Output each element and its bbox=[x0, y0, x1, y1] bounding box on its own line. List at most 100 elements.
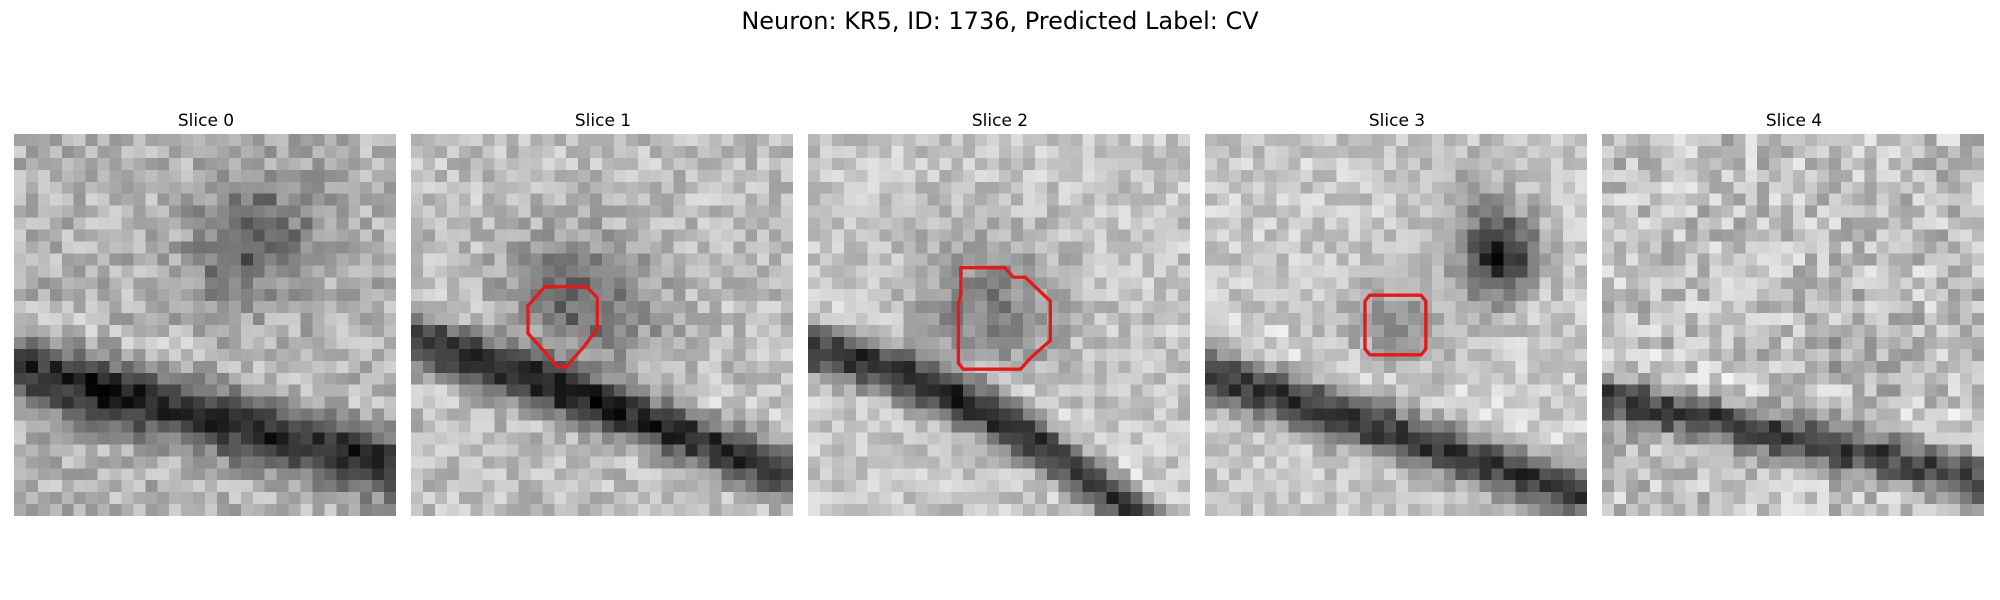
pixel bbox=[1372, 181, 1385, 194]
pixel bbox=[963, 456, 976, 469]
pixel bbox=[1515, 301, 1528, 314]
pixel bbox=[276, 432, 289, 445]
pixel bbox=[1539, 372, 1552, 385]
pixel bbox=[903, 420, 916, 433]
pixel bbox=[999, 420, 1012, 433]
pixel bbox=[1828, 241, 1841, 254]
pixel bbox=[1793, 193, 1806, 206]
pixel bbox=[446, 480, 459, 493]
pixel bbox=[25, 157, 39, 171]
pixel bbox=[1312, 372, 1325, 385]
pixel bbox=[1431, 396, 1444, 409]
pixel bbox=[1515, 241, 1528, 254]
pixel bbox=[384, 253, 396, 266]
pixel bbox=[1431, 408, 1444, 421]
pixel bbox=[1876, 277, 1889, 290]
pixel bbox=[975, 181, 988, 194]
pixel bbox=[685, 253, 698, 266]
pixel bbox=[1046, 444, 1059, 457]
pixel bbox=[1348, 241, 1361, 254]
pixel bbox=[1602, 396, 1615, 409]
pixel bbox=[336, 145, 349, 159]
pixel bbox=[578, 145, 591, 159]
slice-title: Slice 2 bbox=[971, 111, 1029, 131]
pixel bbox=[494, 193, 507, 206]
pixel bbox=[602, 289, 615, 302]
pixel bbox=[169, 504, 182, 516]
pixel bbox=[1936, 396, 1949, 409]
pixel bbox=[999, 157, 1012, 171]
pixel bbox=[1781, 157, 1794, 171]
pixel bbox=[1515, 348, 1528, 362]
pixel bbox=[85, 444, 98, 457]
pixel bbox=[649, 348, 662, 362]
pixel bbox=[1276, 169, 1289, 182]
pixel bbox=[927, 265, 940, 278]
pixel bbox=[1912, 372, 1925, 385]
pixel bbox=[1384, 229, 1397, 242]
pixel bbox=[673, 181, 686, 194]
pixel bbox=[867, 468, 880, 481]
pixel bbox=[85, 193, 98, 206]
pixel bbox=[109, 253, 122, 266]
pixel bbox=[1793, 134, 1806, 147]
pixel bbox=[97, 336, 110, 350]
pixel bbox=[1178, 265, 1190, 278]
pixel bbox=[831, 241, 845, 254]
pixel bbox=[1240, 217, 1253, 230]
pixel bbox=[252, 396, 265, 409]
pixel bbox=[963, 193, 976, 206]
pixel bbox=[1348, 169, 1361, 182]
pixel bbox=[613, 444, 627, 457]
pixel bbox=[348, 408, 361, 421]
pixel bbox=[709, 157, 722, 171]
pixel bbox=[109, 193, 122, 206]
pixel bbox=[1563, 492, 1576, 505]
pixel bbox=[745, 492, 758, 505]
pixel bbox=[422, 277, 436, 290]
pixel bbox=[193, 492, 206, 505]
pixel bbox=[133, 360, 146, 373]
pixel bbox=[216, 504, 230, 516]
pixel bbox=[336, 432, 349, 445]
pixel bbox=[975, 217, 988, 230]
pixel bbox=[14, 420, 27, 433]
pixel bbox=[963, 181, 976, 194]
pixel bbox=[891, 301, 904, 314]
pixel bbox=[891, 444, 904, 457]
pixel bbox=[1551, 265, 1564, 278]
pixel bbox=[133, 181, 146, 194]
pixel bbox=[446, 277, 459, 290]
pixel bbox=[37, 265, 51, 278]
pixel bbox=[1372, 229, 1385, 242]
pixel bbox=[745, 265, 758, 278]
pixel bbox=[673, 145, 686, 159]
pixel bbox=[240, 289, 253, 302]
pixel bbox=[1407, 193, 1421, 206]
pixel bbox=[625, 396, 639, 409]
pixel bbox=[1709, 348, 1722, 362]
pixel bbox=[121, 360, 134, 373]
pixel bbox=[49, 205, 62, 218]
pixel bbox=[1960, 336, 1973, 350]
pixel bbox=[324, 229, 337, 242]
pixel bbox=[649, 444, 662, 457]
pixel bbox=[1876, 348, 1889, 362]
pixel bbox=[808, 420, 821, 433]
pixel bbox=[542, 313, 555, 326]
pixel bbox=[458, 384, 471, 397]
pixel bbox=[566, 336, 579, 350]
pixel bbox=[566, 420, 579, 433]
pixel bbox=[336, 444, 349, 457]
pixel bbox=[1205, 157, 1218, 171]
pixel bbox=[673, 265, 686, 278]
pixel bbox=[1613, 313, 1627, 326]
pixel bbox=[372, 289, 385, 302]
pixel bbox=[1276, 145, 1289, 159]
pixel bbox=[1288, 229, 1301, 242]
pixel bbox=[1324, 134, 1337, 147]
pixel bbox=[721, 277, 734, 290]
pixel bbox=[1106, 301, 1119, 314]
pixel bbox=[661, 241, 674, 254]
pixel bbox=[1288, 157, 1301, 171]
